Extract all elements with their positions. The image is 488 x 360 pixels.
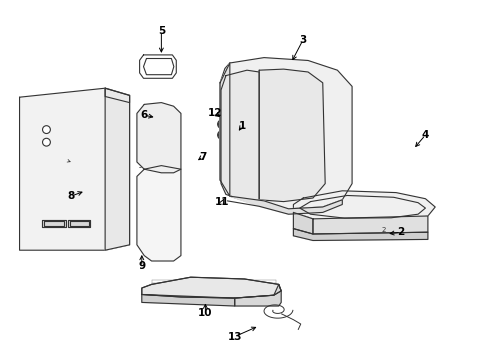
Polygon shape [220,58,351,209]
Polygon shape [220,63,229,196]
Text: 6: 6 [141,110,147,120]
Polygon shape [137,103,181,173]
Text: 8: 8 [67,191,74,201]
Polygon shape [229,196,342,214]
Circle shape [161,109,171,120]
Text: 7: 7 [199,152,206,162]
Polygon shape [41,220,66,227]
Polygon shape [259,69,325,202]
Text: 10: 10 [198,308,212,318]
Text: $\mathit{2}$: $\mathit{2}$ [381,225,386,234]
Text: 1: 1 [238,121,245,131]
Polygon shape [293,191,434,222]
Polygon shape [312,216,427,234]
Polygon shape [105,88,129,250]
Text: 5: 5 [158,26,164,36]
Text: 11: 11 [215,197,229,207]
Polygon shape [68,220,90,227]
Polygon shape [137,166,181,261]
Circle shape [42,138,50,146]
Polygon shape [142,277,281,298]
Polygon shape [20,88,129,250]
Text: 9: 9 [138,261,145,271]
Polygon shape [234,284,281,306]
Polygon shape [142,294,234,306]
Circle shape [42,126,50,134]
Polygon shape [221,70,259,202]
Circle shape [218,129,231,141]
Circle shape [218,118,231,131]
Text: 12: 12 [207,108,222,118]
Text: 4: 4 [421,130,428,140]
Polygon shape [293,229,427,240]
Text: 3: 3 [299,35,306,45]
Text: 13: 13 [227,332,242,342]
Polygon shape [140,55,176,78]
Polygon shape [293,212,312,234]
Text: 2: 2 [397,227,404,237]
Polygon shape [105,88,129,103]
